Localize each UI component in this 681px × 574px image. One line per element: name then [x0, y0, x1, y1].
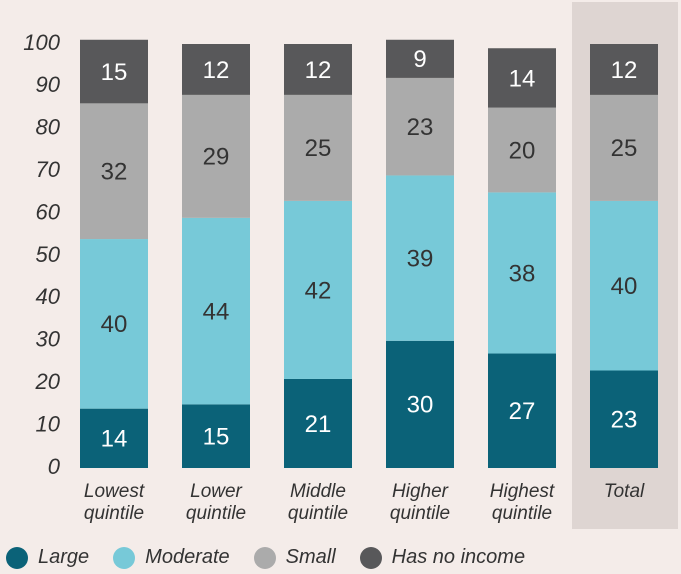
bar-segment [182, 94, 250, 218]
data-label: 38 [509, 260, 536, 287]
data-label: 44 [203, 298, 230, 325]
bar-segment [590, 370, 658, 468]
y-tick-label: 50 [36, 242, 61, 267]
y-tick-label: 30 [36, 327, 61, 352]
bar-segment [488, 353, 556, 468]
data-label: 32 [101, 159, 128, 186]
bar-segment [488, 192, 556, 354]
legend-item: Has no income [359, 546, 526, 569]
legend-swatch [6, 546, 28, 569]
data-label: 20 [509, 137, 536, 164]
y-tick-label: 60 [36, 199, 61, 224]
bar-segment [284, 378, 352, 468]
bar-segment [488, 107, 556, 193]
legend-label: Has no income [391, 546, 526, 568]
y-tick-label: 100 [23, 30, 60, 55]
legend: Large Moderate Small Has no income [6, 546, 525, 569]
y-tick-label: 80 [36, 115, 61, 140]
x-tick-label: Lower quintile [185, 481, 247, 524]
legend-label: Large [38, 546, 90, 568]
bar-segment [284, 44, 352, 95]
x-tick-label: Middle quintile [287, 481, 349, 524]
data-label: 21 [305, 411, 332, 438]
legend-swatch [359, 546, 382, 569]
data-label: 14 [509, 65, 536, 92]
bar-segment [182, 217, 250, 405]
data-label: 40 [611, 273, 638, 300]
x-tick-label: Higher quintile [389, 481, 451, 524]
bar-segment [386, 175, 454, 341]
data-label: 23 [407, 114, 434, 141]
bar-segment [182, 404, 250, 468]
bar-segment [80, 408, 148, 468]
data-label: 27 [509, 398, 536, 425]
bar-segment [488, 48, 556, 108]
y-tick-label: 90 [36, 72, 61, 97]
data-label: 12 [305, 57, 332, 84]
bar-segment [284, 94, 352, 201]
legend-label: Moderate [145, 546, 230, 568]
bar-segment [182, 44, 250, 95]
legend-item: Small [253, 546, 336, 569]
legend-swatch [113, 546, 136, 569]
bar-segment [80, 39, 148, 104]
data-label: 12 [611, 57, 638, 84]
y-tick-label: 20 [35, 369, 61, 394]
bar-segment [590, 94, 658, 201]
data-label: 23 [611, 407, 638, 434]
data-label: 39 [407, 245, 434, 272]
bar-segment [590, 44, 658, 95]
legend-label: Small [285, 546, 336, 568]
legend-item: Moderate [113, 546, 230, 569]
data-label: 15 [203, 424, 230, 451]
bar-segment [284, 200, 352, 379]
bar-segment [80, 239, 148, 409]
x-tick-label: Total [603, 481, 645, 502]
bar-segment [386, 340, 454, 468]
data-label: 29 [203, 144, 230, 171]
y-tick-label: 0 [48, 454, 61, 479]
data-label: 30 [407, 392, 434, 419]
y-tick-label: 10 [36, 411, 61, 436]
bar-segment [590, 200, 658, 371]
data-label: 15 [101, 59, 128, 86]
x-tick-label: Lowest quintile [83, 481, 145, 524]
x-tick-label: Highest quintile [489, 481, 555, 524]
data-label: 25 [611, 135, 638, 162]
bar-segment [80, 103, 148, 240]
data-label: 14 [101, 426, 128, 453]
data-label: 42 [305, 277, 332, 304]
legend-item: Large [6, 546, 89, 569]
y-tick-label: 40 [36, 284, 61, 309]
data-label: 25 [305, 135, 332, 162]
data-label: 40 [101, 311, 128, 338]
data-label: 9 [413, 46, 426, 73]
y-tick-label: 70 [36, 157, 61, 182]
bar-segment [386, 77, 454, 176]
legend-swatch [253, 546, 276, 569]
bar-segment [386, 39, 454, 78]
data-label: 12 [203, 57, 230, 84]
